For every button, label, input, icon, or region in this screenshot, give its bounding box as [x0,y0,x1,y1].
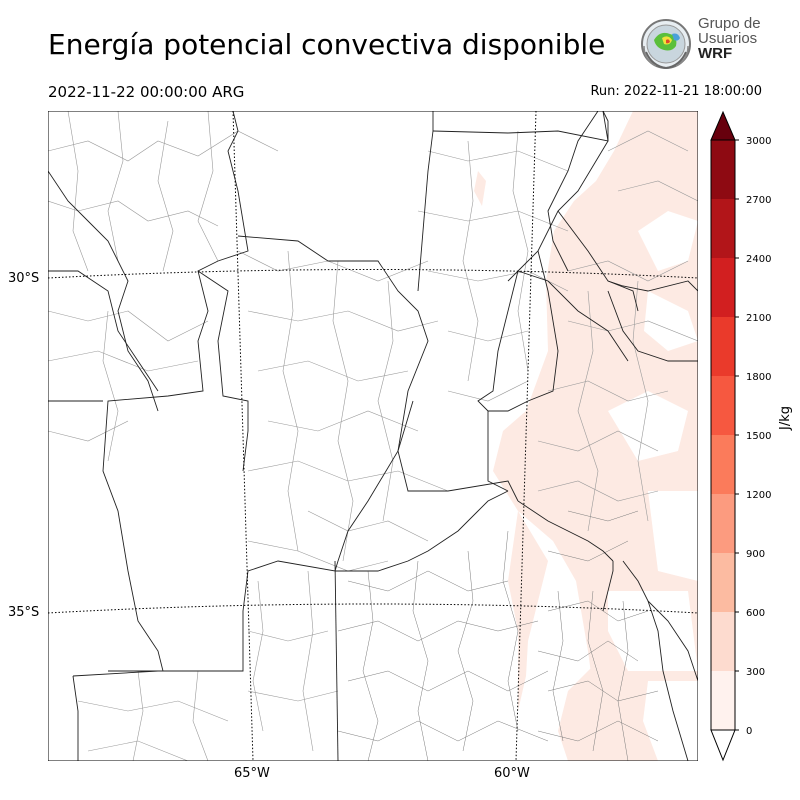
cape-map [48,111,698,761]
graticule [48,111,698,761]
colorbar-tick-label: 3000 [746,136,771,147]
lon-label-65w: 65°W [234,766,270,781]
colorbar-tick-label: 1500 [746,431,771,442]
partido-boundaries [337,510,659,761]
colorbar-tick-label: 0 [746,726,752,737]
colorbar-tick-label: 1800 [746,372,771,383]
logo-line1: Grupo de [698,15,761,32]
colorbar-bin [711,199,735,258]
colorbar-tick-label: 2100 [746,313,771,324]
lon-label-60w: 60°W [494,766,530,781]
colorbar-bin [711,140,735,199]
department-boundaries [48,111,698,761]
colorbar-bin [711,494,735,553]
colorbar-bin [711,376,735,435]
colorbar-bin [711,258,735,317]
colorbar-tick-label: 1200 [746,490,771,501]
colorbar-extend-low [710,729,736,762]
globe-logo-icon [641,19,691,70]
colorbar-bin [711,435,735,494]
colorbar-tick-label: 2400 [746,254,771,265]
map-title: Energía potencial convectiva disponible [48,28,606,61]
colorbar-tick-label: 600 [746,608,765,619]
wrf-logo: Grupo de Usuarios WRF [638,16,768,72]
logo-line2: Usuarios [698,30,758,47]
colorbar-bin [711,612,735,671]
colorbar-bin [711,553,735,612]
lat-label-35s: 35°S [8,605,40,620]
colorbar-bin [711,317,735,376]
colorbar-tick-label: 300 [746,667,765,678]
colorbar-units: J/kg [778,406,793,430]
logo-line3: WRF [698,45,733,62]
colorbar-bin [711,671,735,730]
run-time: Run: 2022-11-21 18:00:00 [590,84,762,99]
colorbar: 0 300 600 900 1200 1500 1800 2100 2400 2700 3000 [710,110,771,762]
lat-label-30s: 30°S [8,271,40,286]
colorbar-tick-label: 900 [746,549,765,560]
colorbar-extend-high [710,110,736,141]
logo-text: Grupo de Usuarios WRF [698,16,761,61]
valid-time: 2022-11-22 00:00:00 ARG [48,83,245,101]
colorbar-tick-label: 2700 [746,195,771,206]
